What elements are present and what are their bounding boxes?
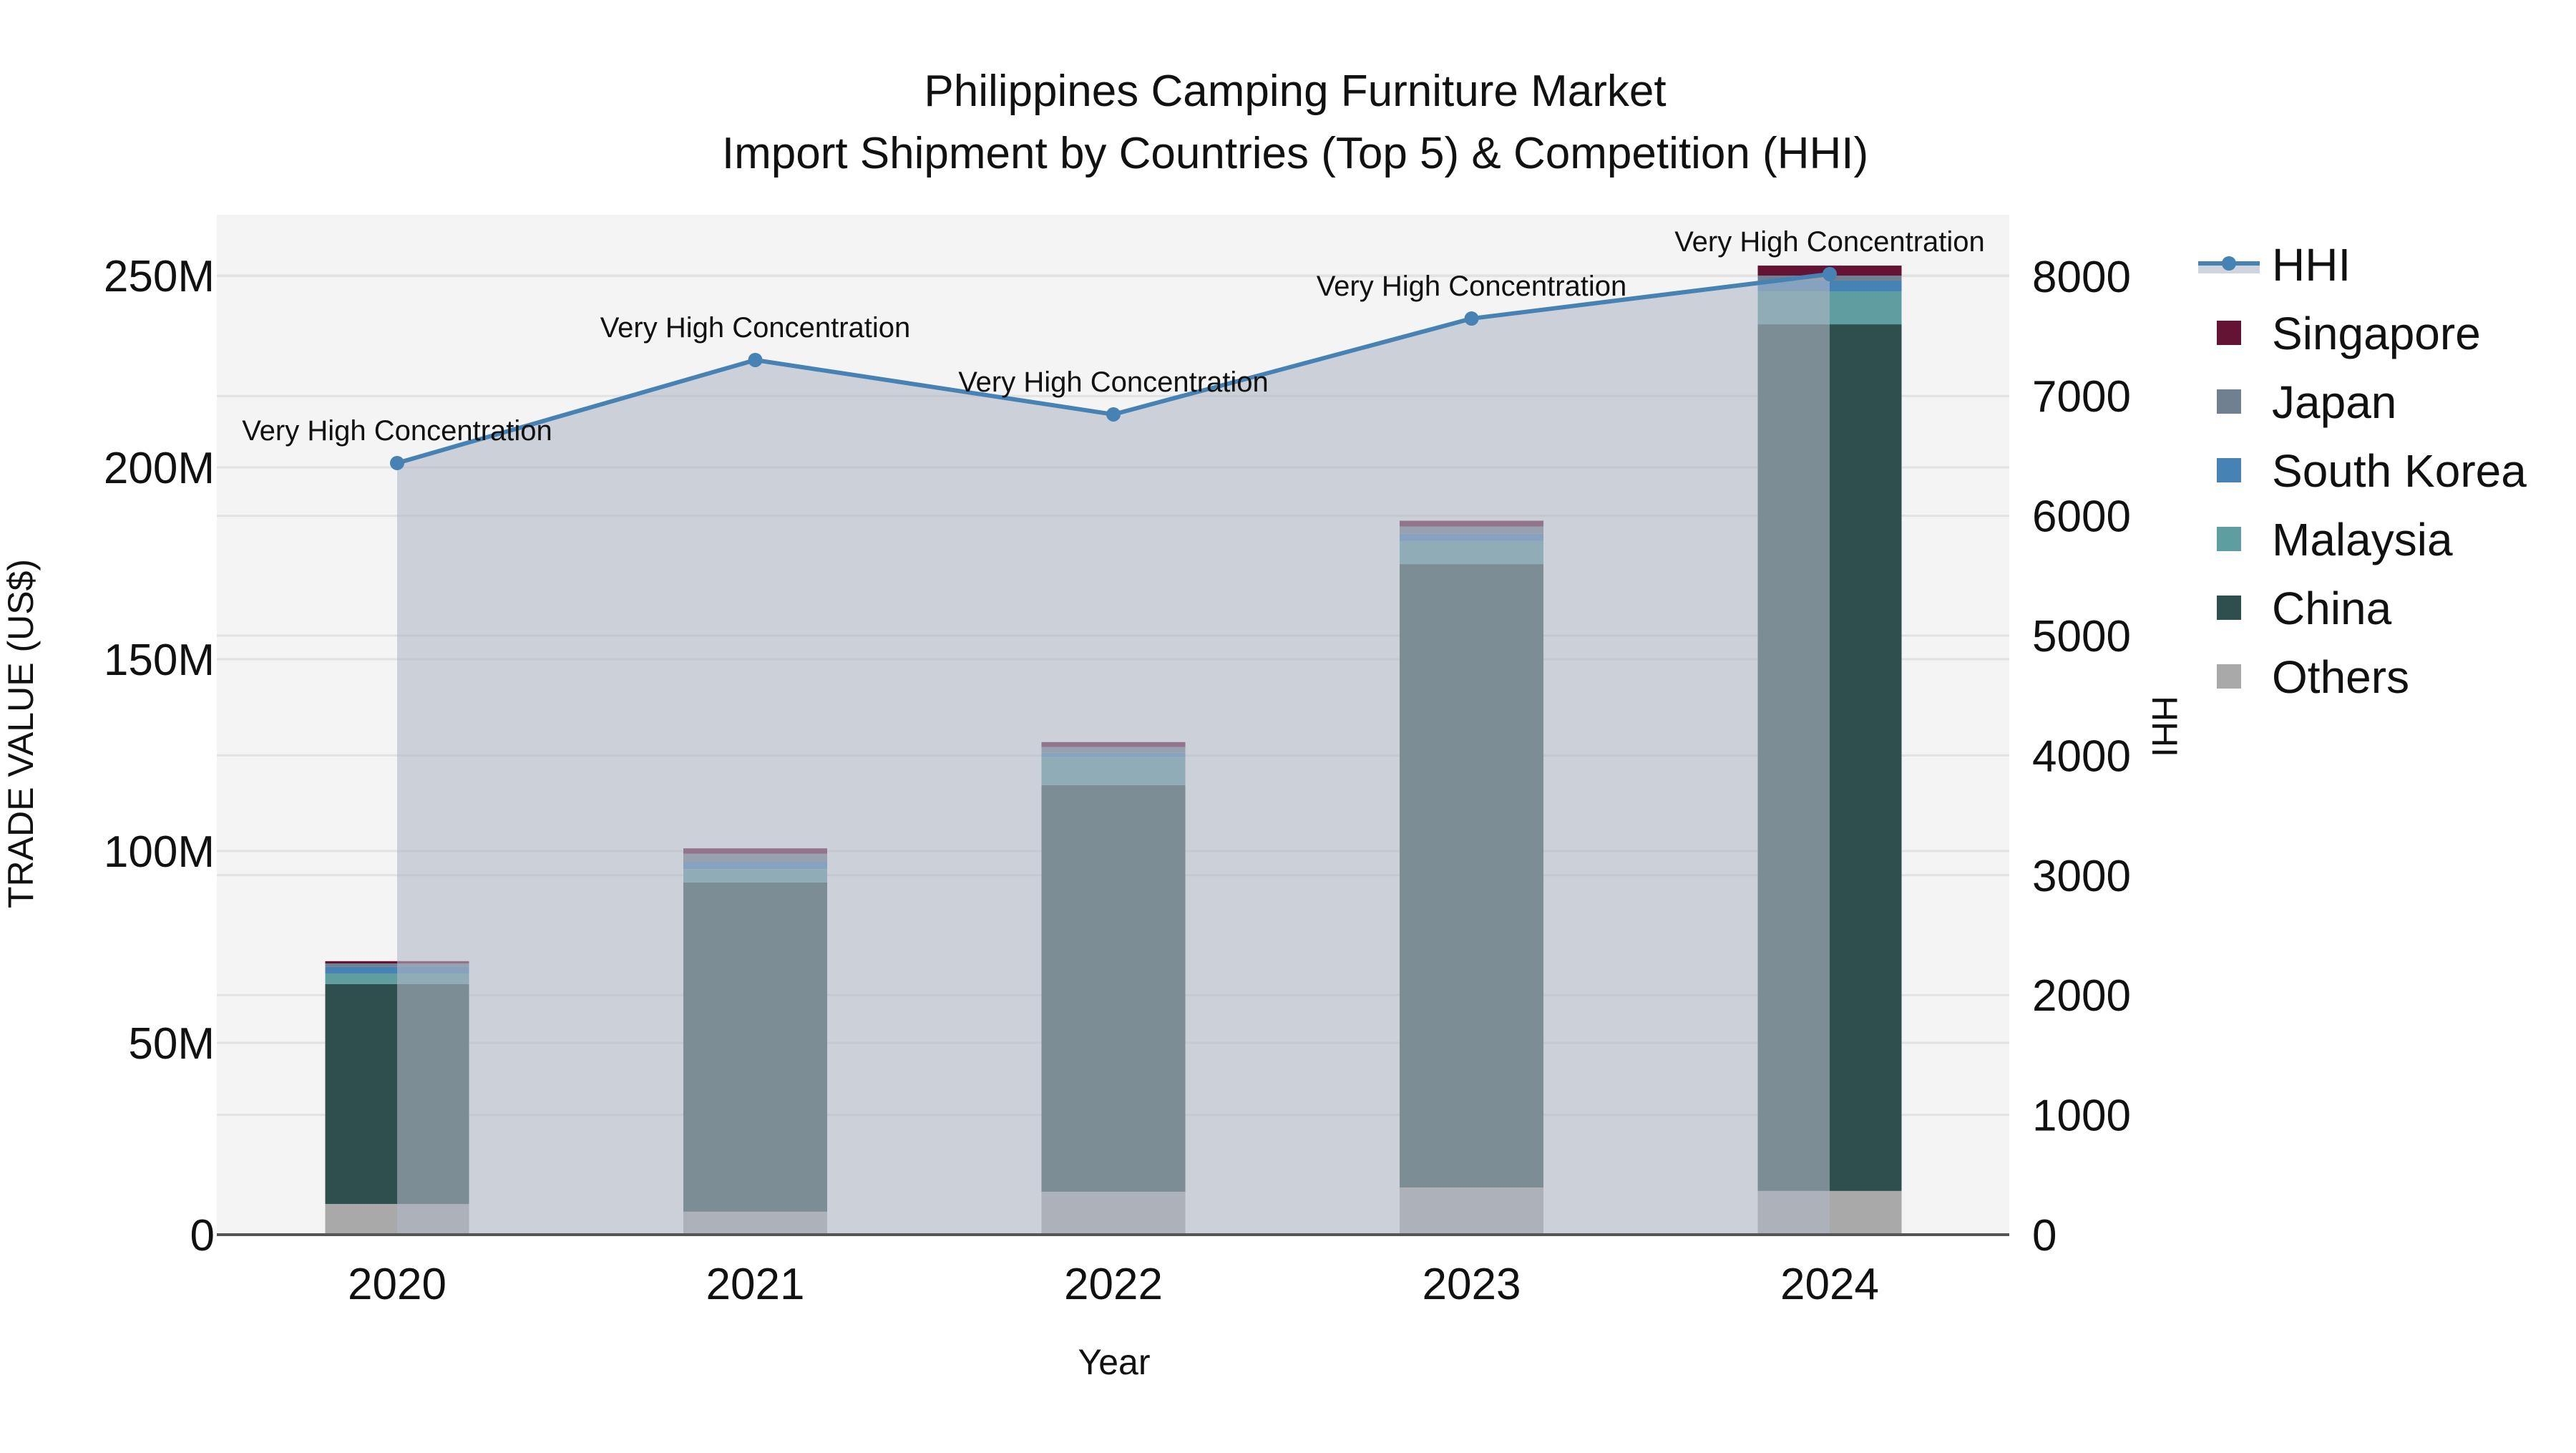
legend-label-japan: Japan xyxy=(2272,376,2396,428)
y-right-tick-label: 0 xyxy=(2032,1211,2057,1260)
hhi-point-marker xyxy=(390,455,404,470)
y-right-tick-label: 3000 xyxy=(2032,852,2131,901)
y-right-tick-label: 6000 xyxy=(2032,492,2131,542)
chart-title-line1: Philippines Camping Furniture Market xyxy=(924,67,1666,116)
y-right-tick-label: 5000 xyxy=(2032,612,2131,661)
x-tick-label: 2021 xyxy=(706,1260,805,1309)
hhi-annotation-label: Very High Concentration xyxy=(600,312,911,344)
y-left-tick-label: 250M xyxy=(104,252,215,301)
hhi-point-marker xyxy=(748,352,763,367)
y-right-tick-label: 4000 xyxy=(2032,732,2131,781)
y-left-tick-label: 200M xyxy=(104,444,215,493)
legend-label-malaysia: Malaysia xyxy=(2272,514,2453,565)
hhi-area xyxy=(397,273,1830,1235)
hhi-annotation-label: Very High Concentration xyxy=(1317,271,1627,302)
legend-swatch-others xyxy=(2217,664,2241,689)
legend-label-others: Others xyxy=(2272,651,2409,703)
y-right-axis-title: HHI xyxy=(2145,696,2185,757)
legend-swatch-singapore xyxy=(2217,321,2241,345)
left-y-axis-ticks: 0 50M 100M 150M 200M 250M xyxy=(104,252,215,1260)
y-right-tick-label: 8000 xyxy=(2032,253,2131,302)
legend-label-china: China xyxy=(2272,583,2392,634)
y-left-tick-label: 0 xyxy=(190,1211,215,1260)
y-left-tick-label: 50M xyxy=(128,1019,215,1069)
hhi-annotations: Very High Concentration Very High Concent… xyxy=(242,226,1985,447)
right-y-axis-ticks: 0 1000 2000 3000 4000 5000 6000 7000 8000 xyxy=(2032,253,2131,1260)
hhi-point-marker xyxy=(1106,407,1121,422)
legend-swatch-malaysia xyxy=(2217,527,2241,551)
y-right-tick-label: 1000 xyxy=(2032,1092,2131,1141)
x-tick-label: 2022 xyxy=(1064,1260,1163,1309)
x-tick-label: 2023 xyxy=(1423,1260,1521,1309)
y-right-tick-label: 7000 xyxy=(2032,372,2131,422)
y-left-tick-label: 100M xyxy=(104,827,215,877)
legend-label-hhi: HHI xyxy=(2272,239,2351,291)
y-left-tick-label: 150M xyxy=(104,636,215,685)
x-axis-title: Year xyxy=(1078,1342,1150,1382)
legend-swatch-china xyxy=(2217,596,2241,620)
legend-label-south-korea: South Korea xyxy=(2272,445,2527,497)
hhi-annotation-label: Very High Concentration xyxy=(1674,226,1985,258)
legend-hhi-marker-icon xyxy=(2222,256,2236,271)
x-tick-label: 2020 xyxy=(348,1260,447,1309)
hhi-markers xyxy=(390,266,1837,470)
hhi-annotation-label: Very High Concentration xyxy=(242,415,552,447)
x-axis-ticks: 2020 2021 2022 2023 2024 xyxy=(348,1260,1879,1309)
hhi-annotation-label: Very High Concentration xyxy=(958,366,1269,398)
legend: HHI Singapore Japan South Korea Malaysia Chin… xyxy=(2198,239,2527,703)
hhi-point-marker xyxy=(1464,311,1479,326)
hhi-point-marker xyxy=(1823,266,1837,281)
legend-swatch-south-korea xyxy=(2217,458,2241,482)
legend-swatch-japan xyxy=(2217,389,2241,414)
chart-title-line2: Import Shipment by Countries (Top 5) & C… xyxy=(722,129,1868,178)
y-right-tick-label: 2000 xyxy=(2032,971,2131,1021)
x-tick-label: 2024 xyxy=(1780,1260,1879,1309)
legend-label-singapore: Singapore xyxy=(2272,308,2481,359)
y-left-axis-title: TRADE VALUE (US$) xyxy=(1,559,41,908)
